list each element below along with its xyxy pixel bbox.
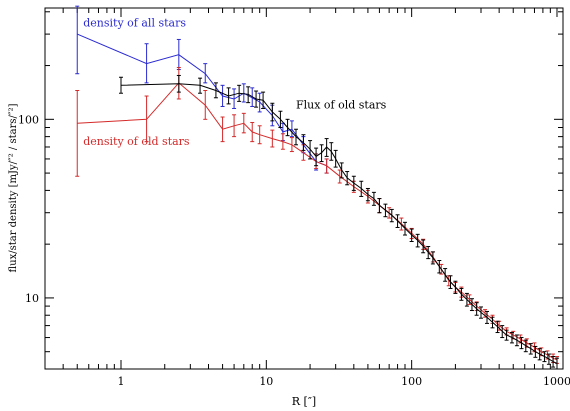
series-line	[120, 83, 558, 364]
tick-labels: 1 10 100 1000 10 100	[18, 113, 570, 388]
x-tick-label: 1000	[543, 375, 570, 388]
y-tick-label: 100	[18, 113, 39, 126]
x-tick-label: 1	[117, 375, 124, 388]
x-axis-label: R [″]	[292, 395, 316, 408]
series-label: Flux of old stars	[296, 98, 387, 111]
plot-frame	[44, 7, 564, 370]
series-label: density of old stars	[83, 135, 190, 148]
series-density-of-all-stars	[75, 5, 329, 174]
axis-ticks	[44, 8, 563, 370]
series-flux-of-old-stars	[118, 74, 559, 370]
series-line	[77, 82, 558, 361]
y-tick-label: 10	[25, 292, 39, 305]
series-label: density of all stars	[83, 17, 186, 30]
x-tick-label: 100	[401, 375, 422, 388]
x-tick-label: 10	[259, 375, 273, 388]
series-layer	[75, 5, 559, 370]
series-labels: density of all stars density of old stars…	[83, 17, 386, 148]
series-density-of-old-stars	[75, 67, 559, 364]
y-axis-label: flux/star density [mJy/″² / stars/″²]	[8, 103, 19, 272]
